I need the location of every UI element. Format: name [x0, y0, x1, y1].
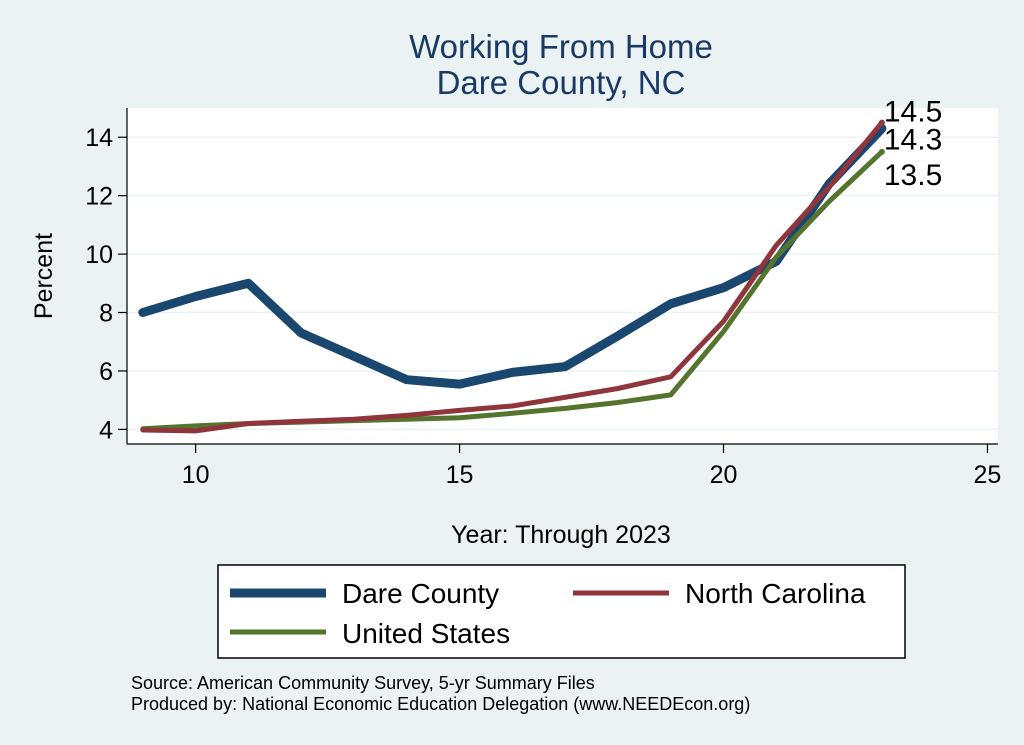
plot-area: [127, 108, 998, 444]
end-value-label-dare-county: 14.3: [884, 123, 942, 156]
y-tick-label-6: 6: [99, 358, 113, 386]
legend-label-dare-county: Dare County: [342, 578, 499, 609]
y-axis-title: Percent: [30, 233, 58, 319]
chart-title-line-2: Dare County, NC: [437, 64, 686, 101]
x-axis-title: Year: Through 2023: [451, 521, 671, 549]
series-line-north-carolina: [140, 120, 885, 434]
y-tick-label-8: 8: [99, 300, 113, 328]
end-value-label-north-carolina: 14.5: [884, 96, 942, 129]
legend: Dare County North Carolina United States: [217, 564, 906, 659]
y-tick-label-10: 10: [85, 241, 113, 269]
y-tick-label-4: 4: [99, 416, 113, 444]
producer-note: Produced by: National Economic Education…: [131, 694, 750, 714]
series-endpoint-north-carolina: [878, 119, 885, 126]
source-note: Source: American Community Survey, 5-yr …: [131, 673, 595, 693]
legend-label-united-states: United States: [342, 618, 510, 649]
y-tick-label-12: 12: [85, 183, 113, 211]
x-tick-label-15: 15: [446, 461, 474, 489]
y-tick-label-14: 14: [85, 124, 113, 152]
legend-label-north-carolina: North Carolina: [685, 578, 866, 609]
legend-box: [217, 564, 906, 659]
axes: 4 6 8 10 12 14 10 15 20 25: [85, 108, 1001, 489]
x-tick-label-25: 25: [974, 461, 1002, 489]
series-endpoint-united-states: [878, 148, 885, 155]
grid: [127, 136, 998, 431]
end-value-label-united-states: 13.5: [884, 159, 942, 192]
x-tick-label-10: 10: [182, 461, 210, 489]
series-lines: 14.313.5 14.5: [138, 96, 942, 434]
x-tick-label-20: 20: [710, 461, 738, 489]
chart-title-line-1: Working From Home: [409, 28, 713, 65]
